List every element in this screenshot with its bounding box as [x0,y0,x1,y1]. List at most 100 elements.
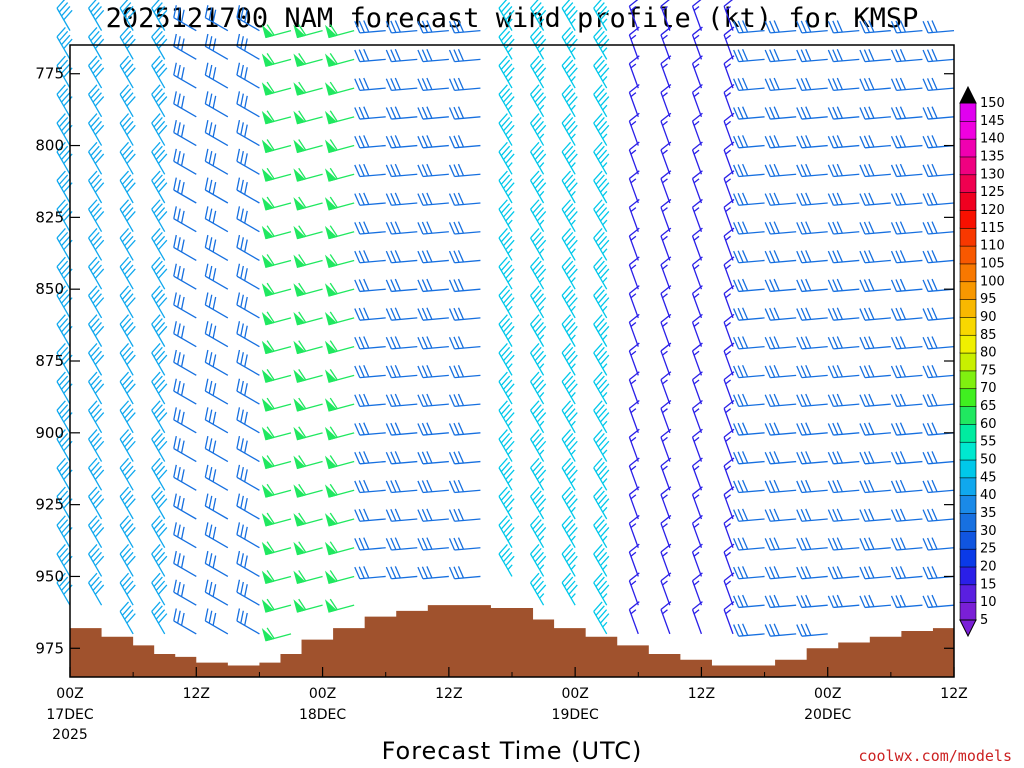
wind-barb [354,20,386,34]
wind-barb [859,594,891,609]
wind-barb [498,84,515,118]
wind-barb [628,141,640,175]
wind-barb [498,429,515,462]
wind-barb [236,5,260,32]
wind-barb [764,594,797,609]
wind-barb [561,199,578,233]
wind-barb [561,170,578,204]
wind-barb [530,486,547,520]
colorbar-swatch [959,156,977,176]
wind-barb [88,0,105,31]
wind-barb [151,342,168,376]
wind-barb [593,26,610,60]
wind-barb [151,400,168,434]
wind-barb [796,20,828,34]
wind-barb [385,192,418,206]
wind-barb [859,278,891,293]
wind-barb [119,84,136,118]
colorbar-label: 90 [980,310,997,325]
wind-barb [236,33,260,60]
wind-barb [660,227,672,261]
wind-barb [88,572,105,606]
wind-barb [119,55,136,89]
wind-barb [261,368,292,383]
wind-barb [236,378,260,405]
wind-barb [890,336,923,350]
wind-barb [448,537,481,551]
wind-barb [261,52,292,67]
wind-barb [764,20,797,34]
wind-barb [119,0,136,31]
wind-barb [922,393,955,408]
wind-barb [119,342,136,376]
wind-barb [448,48,481,63]
wind-barb [723,572,735,606]
wind-barb [56,113,73,146]
wind-barb [88,170,105,204]
terrain-fill [70,605,954,677]
wind-barb [827,221,860,235]
wind-barb [417,451,449,465]
wind-barb [385,135,418,149]
wind-barb [151,84,168,118]
wind-barb [88,342,105,376]
wind-barb [324,139,355,154]
wind-barb [530,256,547,290]
wind-barb [827,77,860,92]
colorbar-swatch [959,370,977,390]
wind-barb [827,250,860,264]
wind-barb [561,256,578,290]
colorbar-swatch [959,405,977,425]
wind-barb [354,278,386,293]
wind-barb [593,342,610,376]
wind-barb [119,544,136,577]
wind-barb [764,77,797,92]
wind-barb [733,163,765,178]
wind-barb [764,566,797,580]
wind-barb [796,221,828,235]
wind-barb [56,457,73,491]
wind-barb [723,26,735,60]
wind-barb [530,26,547,60]
wind-barb [593,170,610,204]
colorbar-swatch [959,352,977,372]
wind-barb [733,221,765,235]
wind-barb [261,225,292,240]
wind-barb [324,570,355,584]
wind-barb [324,282,355,297]
wind-barb [204,5,229,32]
wind-barb [498,400,515,434]
wind-barb [88,515,105,549]
wind-barb [498,314,515,347]
wind-barb [922,221,955,235]
wind-barb [723,0,734,31]
wind-barb [173,407,197,434]
wind-barb [733,250,765,264]
wind-barb [293,110,323,125]
wind-barb [151,113,168,146]
wind-barb [324,368,355,383]
wind-barb [261,167,292,182]
wind-barb [354,336,386,350]
wind-barb [204,177,229,204]
wind-barb [733,451,765,465]
wind-barb [691,55,703,89]
wind-barb [385,48,418,63]
wind-barb [561,572,578,606]
wind-barb [261,254,292,268]
wind-barb [660,55,672,89]
wind-barb [561,26,578,60]
wind-barb [236,120,260,147]
colorbar-swatch [959,263,977,283]
wind-barb [324,541,355,556]
wind-barb [530,84,547,118]
wind-barb [385,451,418,465]
wind-barb [859,135,891,149]
wind-barb [354,192,386,206]
wind-barb [561,285,578,319]
wind-barb [723,112,735,146]
wind-barb [660,371,672,405]
wind-barb [417,106,449,120]
wind-barb [660,285,672,319]
wind-barb [561,457,578,491]
